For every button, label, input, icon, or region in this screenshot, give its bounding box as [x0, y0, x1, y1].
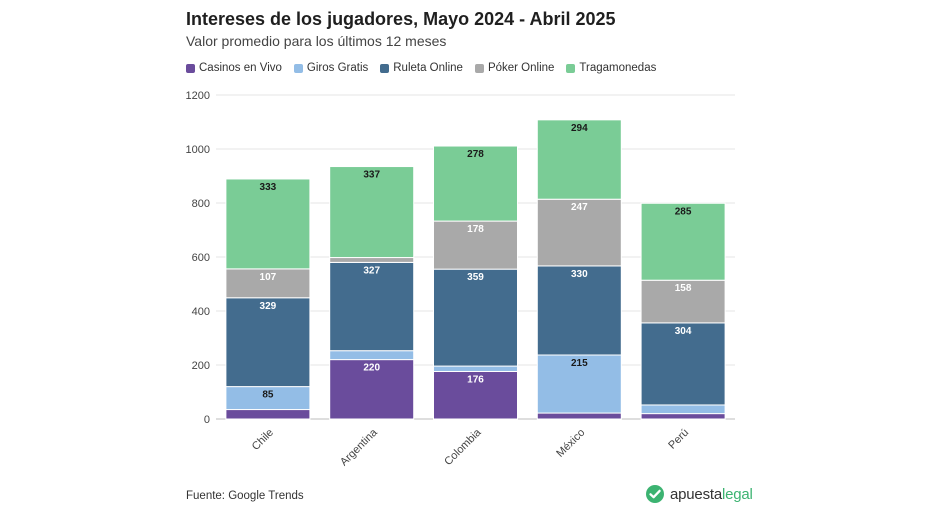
bar-segment	[433, 220, 518, 270]
data-label: 294	[571, 123, 588, 134]
bar-segment	[536, 265, 622, 356]
x-tick-label: Perú	[666, 427, 691, 452]
legend-swatch	[186, 63, 195, 73]
brand-name-part2: legal	[721, 485, 753, 503]
y-tick-label: 1200	[186, 90, 210, 102]
data-label: 304	[675, 326, 692, 337]
bar-segment	[329, 359, 415, 420]
legend-swatch	[293, 63, 303, 73]
bar-segment	[536, 198, 622, 267]
bar-segment	[433, 268, 518, 367]
data-label: 158	[675, 283, 692, 294]
brand-name-part1: apuesta	[670, 485, 722, 503]
data-label: 330	[571, 269, 588, 280]
y-tick-label: 0	[204, 414, 210, 426]
bar-segment	[536, 119, 622, 200]
check-badge-icon	[646, 485, 664, 503]
data-label: 327	[363, 265, 380, 276]
chart-title: Intereses de los jugadores, Mayo 2024 - …	[186, 9, 616, 29]
x-tick-label: Argentina	[338, 426, 380, 468]
legend-item-casinos-en-vivo: Casinos en Vivo	[186, 62, 282, 74]
data-label: 285	[675, 206, 692, 217]
y-tick-label: 600	[192, 252, 210, 264]
y-tick-label: 200	[192, 360, 210, 372]
legend-swatch	[566, 63, 576, 73]
bar-segment	[536, 412, 622, 420]
legend-swatch	[380, 63, 390, 73]
bar-segment	[225, 268, 311, 299]
bar-segment	[329, 166, 415, 259]
data-label: 247	[571, 202, 588, 213]
legend-item-poker-online: Póker Online	[474, 62, 555, 74]
data-label: 278	[467, 149, 484, 160]
brand-logo: apuestalegal	[645, 484, 753, 504]
data-label: 329	[260, 301, 277, 312]
data-label: 215	[571, 358, 588, 369]
legend-label: Casinos en Vivo	[199, 62, 282, 74]
data-label: 176	[467, 374, 484, 385]
bar-segment	[536, 354, 622, 414]
data-label: 178	[467, 224, 484, 235]
data-label: 107	[260, 272, 277, 283]
bar-segment	[225, 178, 311, 270]
data-label: 333	[260, 182, 277, 193]
x-tick-label: Colombia	[442, 426, 484, 468]
bar-segment	[329, 257, 415, 263]
bar-segment	[225, 297, 311, 388]
bar-segment	[433, 365, 518, 372]
bar-segment	[433, 370, 518, 420]
source-note: Fuente: Google Trends	[186, 490, 304, 502]
data-label: 337	[363, 170, 380, 181]
legend-item-giros-gratis: Giros Gratis	[293, 62, 369, 74]
legend-swatch	[474, 63, 484, 73]
legend-label: Póker Online	[487, 62, 555, 74]
x-tick-label: Chile	[250, 427, 276, 453]
data-label: 220	[363, 363, 380, 374]
data-label: 85	[262, 390, 274, 401]
bar-segment	[640, 279, 726, 324]
chart-subtitle: Valor promedio para los últimos 12 meses	[186, 33, 447, 49]
brand-name: apuestalegal	[670, 486, 753, 503]
chart-legend: Casinos en Vivo Giros Gratis Ruleta Onli…	[186, 62, 656, 74]
bar-segment	[329, 261, 415, 352]
x-tick-label: México	[554, 427, 587, 460]
y-tick-label: 1000	[186, 144, 210, 156]
bar-segment	[640, 404, 726, 415]
bar-segment	[640, 413, 726, 420]
bar-segment	[329, 350, 415, 361]
data-label: 359	[467, 272, 484, 283]
y-tick-label: 400	[192, 306, 210, 318]
legend-label: Ruleta Online	[393, 62, 463, 74]
bar-segment	[433, 145, 518, 222]
legend-item-ruleta-online: Ruleta Online	[380, 62, 463, 74]
bar-segment	[225, 409, 311, 420]
y-tick-label: 800	[192, 198, 210, 210]
legend-item-tragamonedas: Tragamonedas	[566, 62, 656, 74]
legend-label: Giros Gratis	[306, 62, 369, 74]
bar-segment	[640, 202, 726, 281]
legend-label: Tragamonedas	[579, 62, 657, 74]
